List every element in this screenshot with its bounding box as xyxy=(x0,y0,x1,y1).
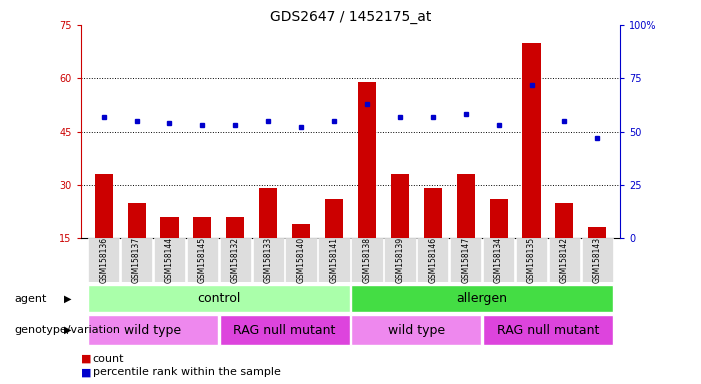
Bar xyxy=(220,316,350,345)
Bar xyxy=(285,238,317,282)
Bar xyxy=(351,285,613,313)
Text: GSM158134: GSM158134 xyxy=(494,237,503,283)
Text: genotype/variation: genotype/variation xyxy=(14,325,120,335)
Bar xyxy=(582,238,613,282)
Text: RAG null mutant: RAG null mutant xyxy=(233,324,336,337)
Bar xyxy=(384,238,416,282)
Text: GSM158147: GSM158147 xyxy=(461,237,470,283)
Text: wild type: wild type xyxy=(125,324,182,337)
Bar xyxy=(88,285,350,313)
Text: GDS2647 / 1452175_at: GDS2647 / 1452175_at xyxy=(270,10,431,23)
Text: GSM158142: GSM158142 xyxy=(560,237,569,283)
Bar xyxy=(226,217,245,238)
Bar xyxy=(161,217,179,238)
Bar xyxy=(252,238,284,282)
Text: GSM158136: GSM158136 xyxy=(99,237,108,283)
Bar xyxy=(95,174,113,238)
Bar xyxy=(549,238,580,282)
Bar xyxy=(483,316,613,345)
Text: GSM158145: GSM158145 xyxy=(198,237,207,283)
Text: ■: ■ xyxy=(81,367,91,377)
Text: GSM158132: GSM158132 xyxy=(231,237,240,283)
Bar xyxy=(588,227,606,238)
Bar xyxy=(193,217,212,238)
Text: GSM158138: GSM158138 xyxy=(362,237,372,283)
Bar xyxy=(351,238,383,282)
Text: count: count xyxy=(93,354,124,364)
Bar xyxy=(219,238,251,282)
Text: percentile rank within the sample: percentile rank within the sample xyxy=(93,367,280,377)
Bar xyxy=(516,238,547,282)
Bar xyxy=(391,174,409,238)
Bar xyxy=(259,189,278,238)
Text: GSM158135: GSM158135 xyxy=(527,237,536,283)
Text: GSM158141: GSM158141 xyxy=(329,237,339,283)
Bar xyxy=(292,224,310,238)
Text: RAG null mutant: RAG null mutant xyxy=(497,324,599,337)
Text: control: control xyxy=(197,292,240,305)
Bar xyxy=(483,238,515,282)
Text: agent: agent xyxy=(14,294,46,304)
Text: GSM158137: GSM158137 xyxy=(132,237,141,283)
Bar xyxy=(351,316,481,345)
Text: GSM158139: GSM158139 xyxy=(395,237,404,283)
Bar xyxy=(358,82,376,238)
Bar xyxy=(88,316,218,345)
Bar xyxy=(186,238,218,282)
Text: ■: ■ xyxy=(81,354,91,364)
Bar xyxy=(456,174,475,238)
Text: ▶: ▶ xyxy=(64,294,71,304)
Bar xyxy=(121,238,152,282)
Text: GSM158146: GSM158146 xyxy=(428,237,437,283)
Bar xyxy=(128,203,146,238)
Bar xyxy=(489,199,508,238)
Text: GSM158133: GSM158133 xyxy=(264,237,273,283)
Bar xyxy=(154,238,185,282)
Text: GSM158140: GSM158140 xyxy=(297,237,306,283)
Bar xyxy=(417,238,449,282)
Bar xyxy=(88,238,119,282)
Bar xyxy=(423,189,442,238)
Text: ▶: ▶ xyxy=(64,325,71,335)
Bar xyxy=(450,238,482,282)
Bar xyxy=(318,238,350,282)
Text: GSM158144: GSM158144 xyxy=(165,237,174,283)
Bar xyxy=(522,43,540,238)
Bar xyxy=(555,203,573,238)
Bar xyxy=(325,199,343,238)
Text: wild type: wild type xyxy=(388,324,445,337)
Text: allergen: allergen xyxy=(456,292,508,305)
Text: GSM158143: GSM158143 xyxy=(593,237,602,283)
